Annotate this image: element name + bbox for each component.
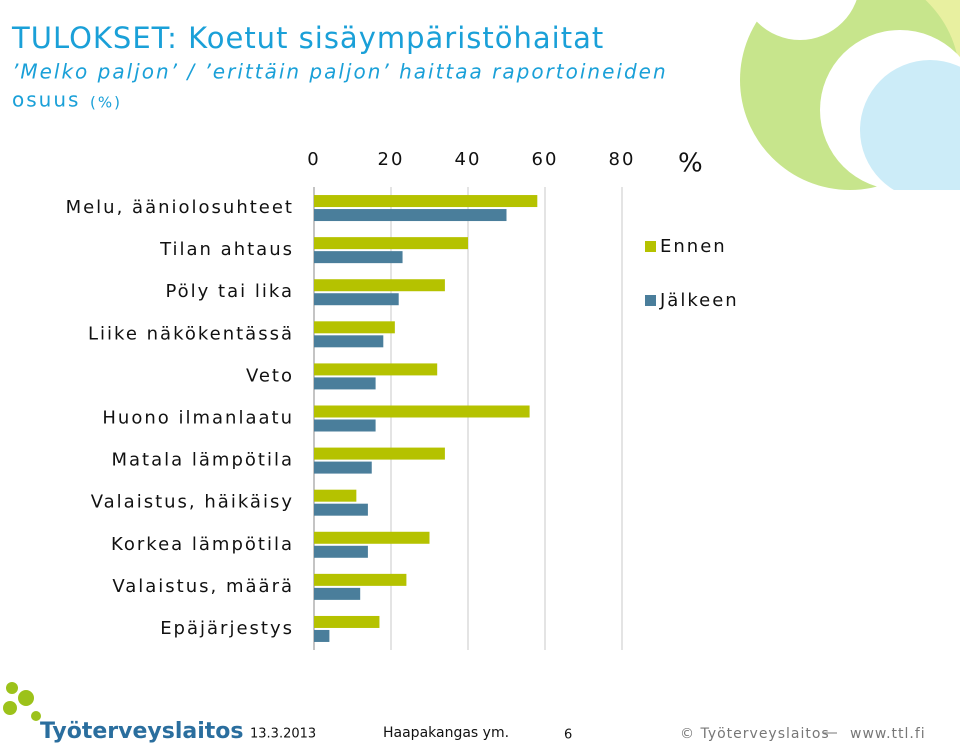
bar: [314, 531, 430, 544]
x-tick-label: 40: [455, 149, 482, 170]
bar: [314, 615, 380, 628]
y-tick-label: Liike näkökentässä: [88, 323, 294, 344]
legend-label: Ennen: [660, 236, 727, 257]
bar: [314, 335, 384, 348]
bar: [314, 251, 403, 264]
logo: Työterveyslaitos: [3, 682, 244, 744]
subtitle: ’Melko paljon’ / ’erittäin paljon’ haitt…: [12, 60, 668, 84]
bar: [314, 419, 376, 432]
bar: [314, 545, 368, 558]
bar: [314, 489, 357, 502]
footer-page: 6: [564, 728, 572, 743]
title: TULOKSET: Koetut sisäympäristöhaitat: [11, 21, 604, 55]
bar: [314, 321, 395, 334]
bar: [314, 587, 361, 600]
y-tick-label: Veto: [246, 365, 294, 386]
y-tick-label: Melu, ääniolosuhteet: [66, 197, 294, 218]
x-tick-label: 0: [307, 149, 320, 170]
x-unit: %: [678, 149, 703, 179]
subtitle-unit: (%): [90, 94, 122, 112]
legend-label: Jälkeen: [659, 290, 739, 311]
y-tick-label: Epäjärjestys: [160, 618, 294, 639]
y-tick-label: Huono ilmanlaatu: [102, 408, 294, 429]
bar: [314, 377, 376, 390]
y-tick-label: Valaistus, määrä: [112, 576, 294, 597]
bar: [314, 405, 530, 418]
y-tick-label: Matala lämpötila: [112, 450, 295, 471]
y-tick-label: Valaistus, häikäisy: [91, 492, 294, 513]
footer-author: Haapakangas ym.: [383, 725, 509, 741]
decoration: [740, 0, 960, 190]
logo-text: Työterveyslaitos: [40, 719, 244, 744]
bar: [314, 237, 468, 250]
bar: [314, 293, 399, 306]
legend-swatch: [645, 241, 656, 252]
bar: [314, 279, 445, 292]
subtitle: osuus: [12, 88, 80, 112]
bar: [314, 629, 330, 642]
y-tick-label: Pöly tai lika: [165, 281, 294, 302]
x-tick-label: 60: [532, 149, 559, 170]
legend-swatch: [645, 295, 656, 306]
chart: 0 20 40 60 80 Melu, ääniolosuhteet Tilan ahtau…: [66, 149, 739, 650]
bar: [314, 503, 368, 516]
x-tick-label: 80: [609, 149, 636, 170]
bar: [314, 363, 438, 376]
y-tick-label: Korkea lämpötila: [111, 534, 294, 555]
bar: [314, 447, 445, 460]
x-tick-label: 20: [378, 149, 405, 170]
y-tick-label: Tilan ahtaus: [159, 239, 294, 260]
bar: [314, 195, 538, 208]
bar: [314, 209, 507, 222]
bar: [314, 573, 407, 586]
bar: [314, 461, 372, 474]
footer-url: www.ttl.fi: [850, 726, 926, 742]
footer-copyright: © Työterveyslaitos: [680, 726, 830, 742]
footer-date: 13.3.2013: [250, 727, 316, 742]
